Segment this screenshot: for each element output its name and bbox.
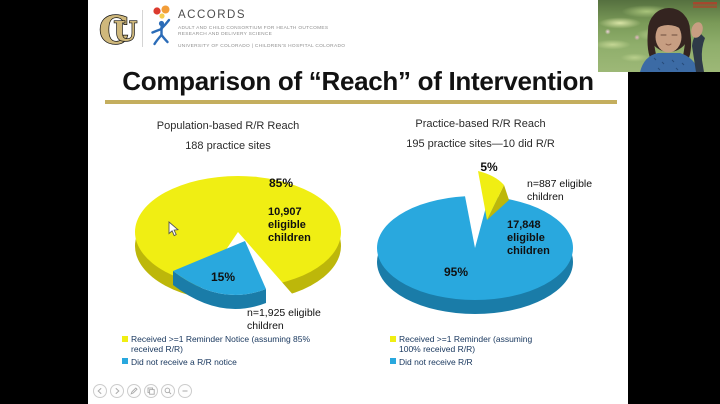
accords-child-logo [151, 5, 171, 46]
right-pie-svg [377, 171, 573, 314]
webcam-watermark [693, 2, 717, 9]
more-options-button[interactable] [178, 384, 192, 398]
balloon-red-icon [153, 7, 161, 15]
magnifier-icon [164, 387, 172, 395]
left-pie-svg [135, 176, 341, 309]
cu-logo: C U [98, 8, 138, 51]
balloon-yellow-icon [159, 13, 165, 19]
brand-block: ACCORDS ADULT AND CHILD CONSORTIUM FOR H… [178, 9, 458, 49]
legend-swatch-yellow-icon [122, 335, 128, 342]
exploded-slice [478, 171, 504, 220]
left-pie-big-pct: 85% [268, 176, 294, 190]
left-pie-small-pct: 15% [210, 270, 236, 284]
zoom-slide-button[interactable] [161, 384, 175, 398]
right-chart-subtitle: 195 practice sites—10 did R/R [406, 138, 555, 151]
legend-label: Received >=1 Reminder Notice (assuming 8… [131, 334, 311, 355]
tagline-line2: RESEARCH AND DELIVERY SCIENCE [178, 31, 273, 37]
legend-swatch-blue-icon [390, 358, 396, 365]
exploded-slice [173, 241, 266, 295]
next-slide-button[interactable] [110, 384, 124, 398]
legend-label: Received >=1 Reminder (assuming 100% rec… [399, 334, 533, 355]
cu-logo-c: C [99, 9, 129, 51]
see-all-slides-button[interactable] [144, 384, 158, 398]
brand-tagline: ADULT AND CHILD CONSORTIUM FOR HEALTH OU… [178, 26, 458, 38]
brand-name: ACCORDS [178, 9, 247, 21]
left-legend: Received >=1 Reminder Notice (assuming 8… [122, 334, 312, 369]
right-chart-title: Practice-based R/R Reach [415, 118, 546, 130]
tagline-line1: ADULT AND CHILD CONSORTIUM FOR HEALTH OU… [178, 26, 329, 31]
legend-item: Received >=1 Reminder (assuming 100% rec… [390, 334, 555, 355]
slide-header: C U ACCORDS ADULT A [88, 0, 628, 56]
pie-notch [464, 190, 490, 248]
jumping-child-icon [151, 18, 171, 46]
arrow-left-icon [97, 387, 102, 395]
legend-swatch-yellow-icon [390, 335, 396, 342]
right-chart-title-block: Practice-based R/R Reach 195 practice si… [383, 118, 578, 150]
presentation-slide: C U ACCORDS ADULT A [88, 0, 628, 404]
legend-label: Did not receive a R/R notice [131, 356, 237, 367]
left-pie-small-annotation: n=1,925 eligible children [247, 307, 321, 332]
right-pie-chart [368, 155, 598, 320]
balloon-orange-icon [161, 5, 170, 14]
presenter-figure [640, 8, 705, 72]
left-pie-chart [123, 170, 353, 320]
cu-logo-u: U [113, 16, 137, 48]
slides-grid-icon [147, 387, 155, 395]
slideshow-toolbar [93, 384, 192, 398]
right-pie-small-annotation: n=887 eligible children [527, 178, 593, 203]
legend-item: Received >=1 Reminder Notice (assuming 8… [122, 334, 312, 355]
slide-title: Comparison of “Reach” of Intervention [122, 66, 594, 96]
mouse-cursor-icon [168, 221, 179, 237]
legend-item: Did not receive R/R [390, 357, 555, 367]
left-pie-big-annotation: 10,907 eligible children [268, 206, 311, 245]
right-legend: Received >=1 Reminder (assuming 100% rec… [390, 334, 555, 369]
right-pie-small-pct: 5% [480, 160, 498, 174]
arrow-right-icon [115, 387, 120, 395]
presenter-webcam-tile[interactable] [598, 0, 720, 72]
pen-icon [130, 387, 138, 395]
header-divider [142, 10, 143, 47]
previous-slide-button[interactable] [93, 384, 107, 398]
legend-label: Did not receive R/R [399, 356, 473, 367]
left-chart-title-block: Population-based R/R Reach 188 practice … [128, 120, 328, 152]
left-chart-subtitle: 188 practice sites [185, 140, 271, 153]
right-pie-big-annotation: 17,848 eligible children [507, 219, 550, 258]
legend-swatch-blue-icon [122, 358, 128, 365]
legend-item: Did not receive a R/R notice [122, 357, 312, 367]
pen-annotate-button[interactable] [127, 384, 141, 398]
right-pie-big-pct: 95% [443, 265, 469, 279]
minus-icon [182, 390, 188, 392]
left-chart-title: Population-based R/R Reach [156, 120, 300, 132]
title-underline [105, 100, 617, 104]
brand-affiliation: UNIVERSITY OF COLORADO | CHILDREN'S HOSP… [178, 43, 346, 49]
